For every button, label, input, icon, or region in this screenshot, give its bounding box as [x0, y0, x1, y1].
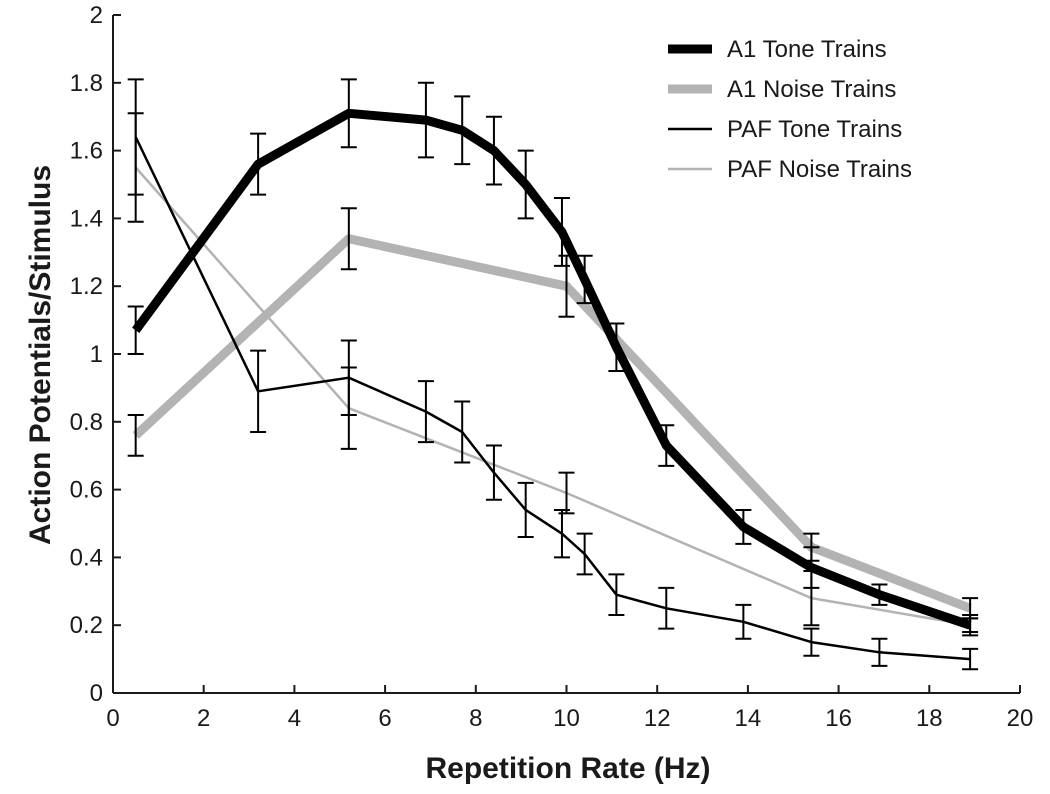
- axes: 0 2 4 6 8 10 12 14 16 18 20 0 0.2 0.4 0.6 0.8 1 1.2 1.4 1.6…: [70, 2, 1034, 732]
- error-bar: [576, 254, 593, 305]
- legend-label: A1 Tone Trains: [727, 36, 887, 63]
- x-axis-title: Repetition Rate (Hz): [426, 752, 711, 785]
- y-tick-label: 0.6: [70, 477, 103, 504]
- legend-label: A1 Noise Trains: [727, 76, 896, 103]
- x-tick-label: 4: [288, 705, 301, 732]
- error-bar: [517, 481, 534, 539]
- error-bar: [340, 207, 357, 271]
- error-bar: [658, 424, 675, 467]
- x-tick-label: 14: [735, 705, 762, 732]
- error-bar: [658, 586, 675, 630]
- x-tick-label: 18: [916, 705, 943, 732]
- error-bar: [417, 81, 434, 159]
- y-tick-label: 0.4: [70, 544, 103, 571]
- legend-item: A1 Noise Trains: [668, 76, 896, 103]
- error-bar: [803, 627, 820, 657]
- error-bar: [962, 617, 979, 633]
- error-bar: [871, 583, 888, 606]
- error-bar: [871, 637, 888, 667]
- y-tick-label: 2: [90, 2, 103, 29]
- error-bar: [485, 115, 502, 186]
- y-tick-label: 0.2: [70, 612, 103, 639]
- y-tick-label: 1.2: [70, 273, 103, 300]
- error-bar: [417, 380, 434, 444]
- y-tick-label: 0.8: [70, 409, 103, 436]
- y-axis-title: Action Potentials/Stimulus: [24, 165, 57, 545]
- error-bar: [340, 339, 357, 417]
- x-tick-label: 20: [1007, 705, 1034, 732]
- error-bar: [553, 508, 570, 559]
- series-paf-tone-trains: [127, 78, 979, 671]
- legend-label: PAF Tone Trains: [727, 116, 902, 143]
- legend-item: PAF Noise Trains: [668, 156, 912, 183]
- series-a1-tone-trains: [127, 78, 979, 633]
- series-line: [132, 108, 972, 630]
- legend-label: PAF Noise Trains: [727, 156, 912, 183]
- y-tick-label: 1: [90, 341, 103, 368]
- error-bar: [454, 400, 471, 464]
- error-bar: [803, 546, 820, 589]
- legend-item: A1 Tone Trains: [668, 36, 887, 63]
- x-tick-label: 2: [197, 705, 210, 732]
- error-bar: [127, 78, 144, 196]
- error-bar: [340, 78, 357, 149]
- error-bar: [608, 573, 625, 617]
- series-paf-noise-trains: [127, 112, 979, 637]
- x-tick-label: 6: [378, 705, 391, 732]
- x-tick-label: 0: [106, 705, 119, 732]
- error-bar: [735, 603, 752, 640]
- error-bar: [127, 305, 144, 355]
- y-tick-label: 1.6: [70, 138, 103, 165]
- x-tick-label: 16: [825, 705, 852, 732]
- error-bar: [517, 149, 534, 220]
- x-tick-label: 10: [553, 705, 580, 732]
- x-tick-label: 8: [469, 705, 482, 732]
- series-a1-noise-trains: [127, 207, 979, 620]
- error-bar: [485, 444, 502, 501]
- error-bar: [735, 508, 752, 545]
- error-bar: [962, 647, 979, 671]
- y-tick-label: 1.4: [70, 205, 103, 232]
- y-tick-label: 1.8: [70, 70, 103, 97]
- legend-item: PAF Tone Trains: [668, 116, 902, 143]
- error-bar: [250, 349, 267, 433]
- series-group: [127, 78, 979, 671]
- error-bar: [576, 532, 593, 576]
- y-tick-label: 0: [90, 680, 103, 707]
- error-bar: [553, 197, 570, 267]
- error-bar: [250, 132, 267, 196]
- x-tick-label: 12: [644, 705, 671, 732]
- error-bar: [608, 322, 625, 372]
- error-bar: [454, 95, 471, 166]
- legend: A1 Tone Trains A1 Noise Trains PAF Tone Tr…: [668, 36, 912, 183]
- error-bar: [558, 471, 575, 515]
- error-bar: [127, 414, 144, 457]
- series-line: [132, 234, 972, 613]
